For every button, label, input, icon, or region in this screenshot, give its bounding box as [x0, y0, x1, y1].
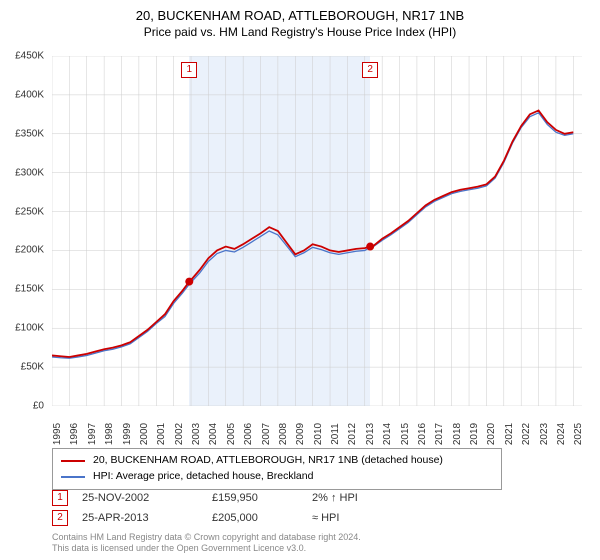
plot-area: 12	[52, 56, 582, 406]
x-tick-label: 2004	[208, 423, 219, 445]
x-tick-label: 2002	[174, 423, 185, 445]
x-tick-label: 2022	[521, 423, 532, 445]
x-tick-label: 2006	[243, 423, 254, 445]
marker-date: 25-NOV-2002	[82, 492, 212, 504]
x-tick-label: 2011	[330, 423, 341, 445]
y-tick-label: £350K	[15, 128, 44, 139]
title-block: 20, BUCKENHAM ROAD, ATTLEBOROUGH, NR17 1…	[0, 0, 600, 39]
legend-label: HPI: Average price, detached house, Brec…	[93, 469, 313, 485]
x-tick-label: 2008	[278, 423, 289, 445]
x-tick-label: 2016	[417, 423, 428, 445]
x-tick-label: 2025	[573, 423, 584, 445]
x-tick-label: 2017	[434, 423, 445, 445]
x-tick-label: 2000	[139, 423, 150, 445]
footer: Contains HM Land Registry data © Crown c…	[52, 532, 361, 554]
x-tick-label: 2018	[452, 423, 463, 445]
x-tick-label: 2024	[556, 423, 567, 445]
y-tick-label: £0	[33, 401, 44, 412]
sale-marker-table: 1 25-NOV-2002 £159,950 2% ↑ HPI 2 25-APR…	[52, 490, 432, 530]
marker-date: 25-APR-2013	[82, 512, 212, 524]
title-sub: Price paid vs. HM Land Registry's House …	[0, 25, 600, 39]
x-tick-label: 2023	[539, 423, 550, 445]
y-tick-label: £450K	[15, 51, 44, 62]
marker-note: 2% ↑ HPI	[312, 492, 432, 504]
y-tick-label: £400K	[15, 89, 44, 100]
x-tick-label: 2020	[486, 423, 497, 445]
x-tick-label: 1999	[122, 423, 133, 445]
x-tick-label: 1997	[87, 423, 98, 445]
x-tick-label: 2001	[156, 423, 167, 445]
y-tick-label: £200K	[15, 245, 44, 256]
legend: 20, BUCKENHAM ROAD, ATTLEBOROUGH, NR17 1…	[52, 448, 502, 490]
marker-price: £159,950	[212, 492, 312, 504]
marker-badge: 2	[52, 510, 68, 526]
marker-badge: 1	[52, 490, 68, 506]
x-tick-label: 2005	[226, 423, 237, 445]
marker-note: ≈ HPI	[312, 512, 432, 524]
footer-line: Contains HM Land Registry data © Crown c…	[52, 532, 361, 543]
y-tick-label: £300K	[15, 167, 44, 178]
x-tick-label: 2012	[347, 423, 358, 445]
y-axis-labels: £0£50K£100K£150K£200K£250K£300K£350K£400…	[0, 56, 48, 406]
x-tick-label: 2013	[365, 423, 376, 445]
sale-label: 1	[181, 62, 197, 78]
footer-line: This data is licensed under the Open Gov…	[52, 543, 361, 554]
y-tick-label: £250K	[15, 206, 44, 217]
y-tick-label: £50K	[21, 362, 44, 373]
x-tick-label: 1998	[104, 423, 115, 445]
x-tick-label: 1996	[69, 423, 80, 445]
legend-label: 20, BUCKENHAM ROAD, ATTLEBOROUGH, NR17 1…	[93, 453, 443, 469]
marker-price: £205,000	[212, 512, 312, 524]
y-tick-label: £100K	[15, 323, 44, 334]
legend-swatch	[61, 460, 85, 462]
legend-row: HPI: Average price, detached house, Brec…	[61, 469, 493, 485]
title-main: 20, BUCKENHAM ROAD, ATTLEBOROUGH, NR17 1…	[0, 8, 600, 23]
x-tick-label: 1995	[52, 423, 63, 445]
y-tick-label: £150K	[15, 284, 44, 295]
legend-swatch	[61, 476, 85, 478]
x-tick-label: 2003	[191, 423, 202, 445]
x-tick-label: 2010	[313, 423, 324, 445]
x-axis-labels: 1995199619971998199920002001200220032004…	[52, 410, 582, 440]
x-tick-label: 2019	[469, 423, 480, 445]
x-tick-label: 2009	[295, 423, 306, 445]
x-tick-label: 2007	[261, 423, 272, 445]
plot-svg	[52, 56, 582, 406]
legend-row: 20, BUCKENHAM ROAD, ATTLEBOROUGH, NR17 1…	[61, 453, 493, 469]
chart-container: 20, BUCKENHAM ROAD, ATTLEBOROUGH, NR17 1…	[0, 0, 600, 560]
sale-label: 2	[362, 62, 378, 78]
table-row: 1 25-NOV-2002 £159,950 2% ↑ HPI	[52, 490, 432, 506]
table-row: 2 25-APR-2013 £205,000 ≈ HPI	[52, 510, 432, 526]
x-tick-label: 2021	[504, 423, 515, 445]
x-tick-label: 2014	[382, 423, 393, 445]
x-tick-label: 2015	[400, 423, 411, 445]
